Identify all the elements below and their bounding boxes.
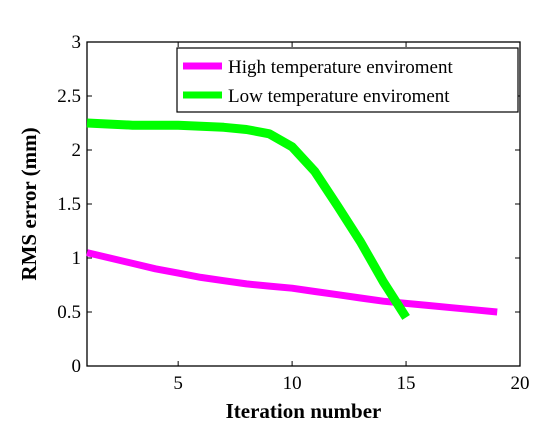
- y-tick-label: 2.5: [57, 86, 81, 107]
- y-tick-label: 3: [72, 32, 82, 53]
- legend-box: [176, 47, 519, 113]
- legend: High temperature enviroment Low temperat…: [176, 47, 519, 113]
- series-line-1: [86, 118, 410, 320]
- legend-label-high-temperature: High temperature enviroment: [228, 57, 453, 78]
- legend-label-low-temperature: Low temperature enviroment: [228, 86, 450, 107]
- y-ticks: 0 0.5 1 1.5 2 2.5 3: [57, 32, 520, 377]
- x-tick-label: 20: [511, 373, 530, 394]
- y-tick-label: 0.5: [57, 302, 81, 323]
- series-line-0: [86, 249, 498, 316]
- y-tick-label: 0: [72, 356, 82, 377]
- x-tick-label: 5: [173, 373, 183, 394]
- y-tick-label: 1: [72, 248, 82, 269]
- series-group: [86, 118, 498, 320]
- x-tick-label: 15: [397, 373, 416, 394]
- y-axis-title: RMS error (mm): [17, 127, 41, 280]
- x-ticks: 5 10 15 20: [173, 42, 530, 394]
- y-tick-label: 1.5: [57, 194, 81, 215]
- y-tick-label: 2: [72, 140, 82, 161]
- x-tick-label: 10: [283, 373, 302, 394]
- x-axis-title: Iteration number: [226, 399, 382, 423]
